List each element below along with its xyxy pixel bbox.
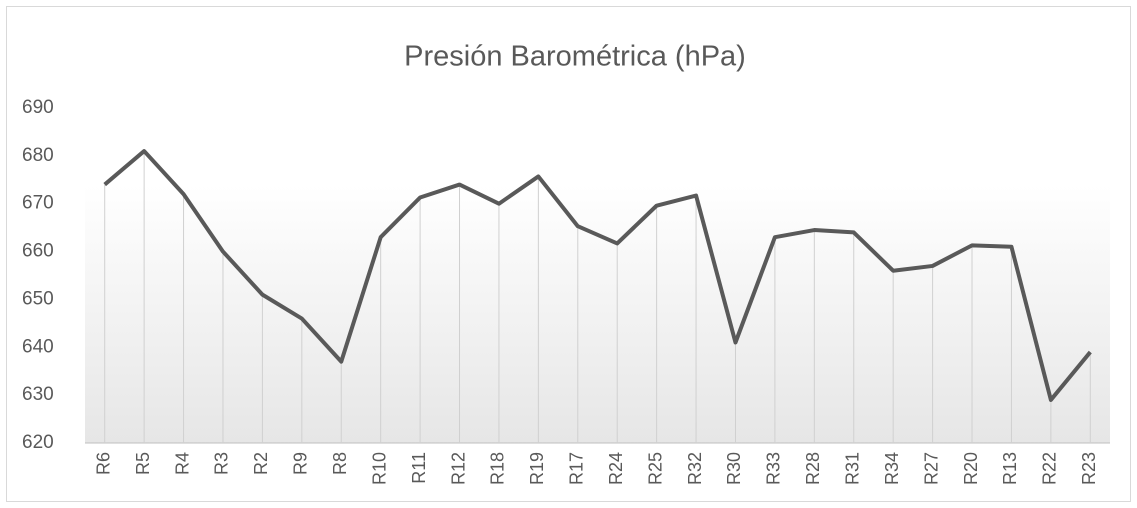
- y-tick-label: 670: [22, 193, 54, 214]
- x-tick-label: R8: [330, 452, 350, 475]
- y-tick-label: 640: [22, 336, 54, 357]
- x-tick-label: R33: [764, 452, 784, 485]
- y-tick-label: 620: [22, 432, 54, 453]
- x-tick-label: R5: [133, 452, 153, 475]
- x-tick-label: R12: [448, 452, 468, 485]
- x-tick-label: R30: [724, 452, 744, 485]
- x-tick-label: R27: [921, 452, 941, 485]
- plot-background: [85, 185, 1110, 443]
- y-tick-label: 630: [22, 384, 54, 405]
- x-tick-label: R4: [172, 452, 192, 475]
- x-tick-label: R32: [685, 452, 705, 485]
- x-tick-label: R24: [606, 452, 626, 485]
- x-tick-label: R23: [1079, 452, 1099, 485]
- x-tick-label: R2: [251, 452, 271, 475]
- x-tick-label: R28: [803, 452, 823, 485]
- x-tick-label: R34: [882, 452, 902, 485]
- x-tick-label: R18: [488, 452, 508, 485]
- chart-title: Presión Barométrica (hPa): [404, 41, 746, 73]
- x-tick-label: R6: [93, 452, 113, 475]
- x-tick-label: R10: [369, 452, 389, 485]
- x-tick-label: R22: [1040, 452, 1060, 485]
- x-tick-label: R31: [843, 452, 863, 485]
- y-tick-label: 650: [22, 288, 54, 309]
- y-tick-label: 690: [22, 97, 54, 118]
- x-tick-label: R19: [527, 452, 547, 485]
- y-tick-label: 680: [22, 145, 54, 166]
- x-tick-label: R9: [291, 452, 311, 475]
- y-tick-label: 660: [22, 241, 54, 262]
- line-series: [103, 149, 1092, 402]
- x-tick-label: R3: [212, 452, 232, 475]
- x-tick-label: R17: [567, 452, 587, 485]
- x-tick-label: R25: [645, 452, 665, 485]
- x-tick-label: R13: [1000, 452, 1020, 485]
- x-tick-label: R11: [409, 452, 429, 484]
- x-tick-label: R20: [961, 452, 981, 485]
